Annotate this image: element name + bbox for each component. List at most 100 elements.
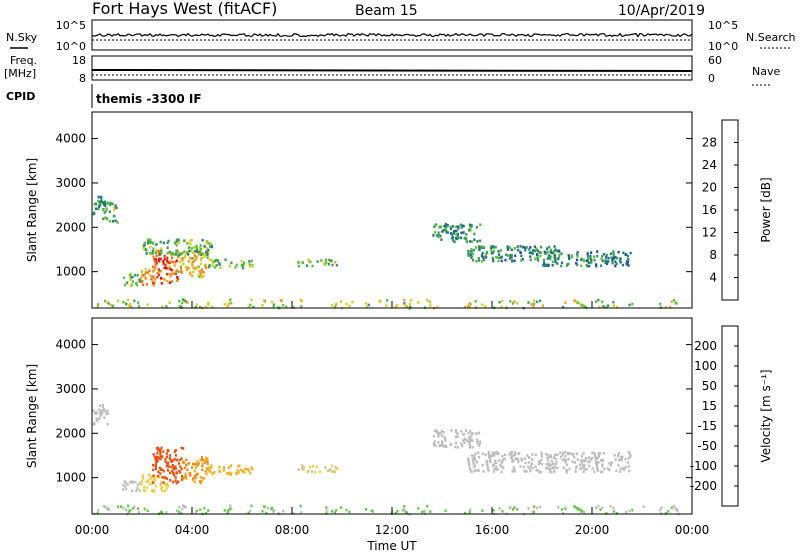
velocity-cell <box>580 459 583 463</box>
velocity-cell <box>494 459 497 463</box>
power-cell <box>614 256 617 259</box>
velocity-cell <box>440 429 443 433</box>
time-tick-label: 00:00 <box>75 523 110 537</box>
power-cell <box>508 257 512 260</box>
velocity-cell <box>403 508 406 511</box>
velocity-cell <box>196 463 199 466</box>
cpid-panel: CPID themis -3300 IF <box>6 84 202 108</box>
power-cell <box>543 261 546 265</box>
velocity-cell <box>496 468 499 471</box>
power-cell <box>169 274 172 278</box>
power-cell <box>446 231 449 234</box>
power-colorbar-tick-label: 16 <box>702 203 717 217</box>
power-cell <box>152 275 155 279</box>
power-cell <box>169 268 172 271</box>
power-cell <box>166 259 169 262</box>
power-cell <box>147 241 150 245</box>
power-cell <box>251 265 254 268</box>
velocity-cell <box>140 479 144 483</box>
power-cell <box>457 227 460 231</box>
velocity-cell <box>515 457 518 461</box>
power-cell <box>141 274 144 277</box>
power-cell <box>261 304 264 307</box>
velocity-cell <box>606 467 609 470</box>
velocity-cell <box>160 446 163 450</box>
power-cell <box>229 301 232 304</box>
power-cell <box>471 252 475 256</box>
velocity-cell <box>150 476 153 480</box>
power-cell <box>107 302 111 305</box>
velocity-cell <box>496 451 499 454</box>
power-cell <box>396 304 399 307</box>
power-cell <box>177 270 180 274</box>
velocity-colorbar-label: Velocity [m s⁻¹] <box>759 369 773 462</box>
velocity-cell <box>508 453 511 456</box>
velocity-cell <box>608 462 611 465</box>
power-cell <box>108 220 111 223</box>
power-cell <box>506 248 509 251</box>
power-cell <box>513 300 516 303</box>
velocity-cell <box>188 471 191 475</box>
power-cell <box>192 260 195 264</box>
velocity-cell <box>226 472 229 475</box>
velocity-cell <box>161 511 164 515</box>
power-cell <box>478 248 481 251</box>
velocity-cell <box>609 505 612 508</box>
power-cell <box>606 260 609 264</box>
power-cell <box>191 274 194 278</box>
velocity-cell <box>471 459 474 463</box>
power-cell <box>189 242 192 246</box>
power-cell <box>539 254 542 258</box>
velocity-cell <box>159 455 162 458</box>
power-cell <box>226 305 229 308</box>
velocity-cell <box>165 484 169 487</box>
power-cell <box>324 261 328 264</box>
velocity-cell <box>440 444 444 447</box>
velocity-cell <box>124 485 127 488</box>
velocity-cell <box>333 469 336 473</box>
velocity-cell <box>426 504 429 508</box>
power-cell <box>194 254 197 257</box>
power-cell <box>549 255 552 258</box>
power-cell <box>450 233 453 236</box>
power-cell <box>551 263 554 267</box>
power-cell <box>167 251 170 254</box>
power-cell <box>536 257 539 260</box>
power-cell <box>615 306 618 309</box>
velocity-cell <box>588 464 591 468</box>
power-cell <box>129 283 132 286</box>
power-cell <box>164 264 167 267</box>
power-cell <box>379 300 382 303</box>
velocity-cell <box>610 461 613 464</box>
power-cell <box>152 284 155 287</box>
power-cell <box>469 253 473 257</box>
velocity-cell <box>183 466 186 470</box>
power-cell <box>555 249 559 253</box>
velocity-cell <box>194 476 197 480</box>
power-cell <box>158 273 161 277</box>
velocity-cell <box>445 445 448 449</box>
power-cell <box>601 255 604 258</box>
velocity-cell <box>334 466 337 469</box>
power-cell <box>481 245 484 249</box>
power-cell <box>151 241 154 244</box>
power-cell <box>560 252 563 256</box>
power-cell <box>171 272 174 276</box>
velocity-cell <box>573 461 576 464</box>
velocity-cell <box>205 512 208 515</box>
time-tick-label: 04:00 <box>175 523 210 537</box>
velocity-cell <box>591 451 594 455</box>
velocity-cell <box>481 509 484 512</box>
velocity-cell <box>449 443 452 447</box>
velocity-cell <box>566 463 569 466</box>
power-cell <box>198 250 201 253</box>
power-cell <box>511 259 514 263</box>
power-cell <box>155 254 158 257</box>
power-cell <box>108 210 111 213</box>
power-cell <box>112 214 115 218</box>
power-cell <box>625 262 628 265</box>
velocity-cell <box>282 509 285 513</box>
velocity-cell <box>512 459 515 463</box>
velocity-cell <box>345 508 348 512</box>
power-cell <box>403 302 406 305</box>
